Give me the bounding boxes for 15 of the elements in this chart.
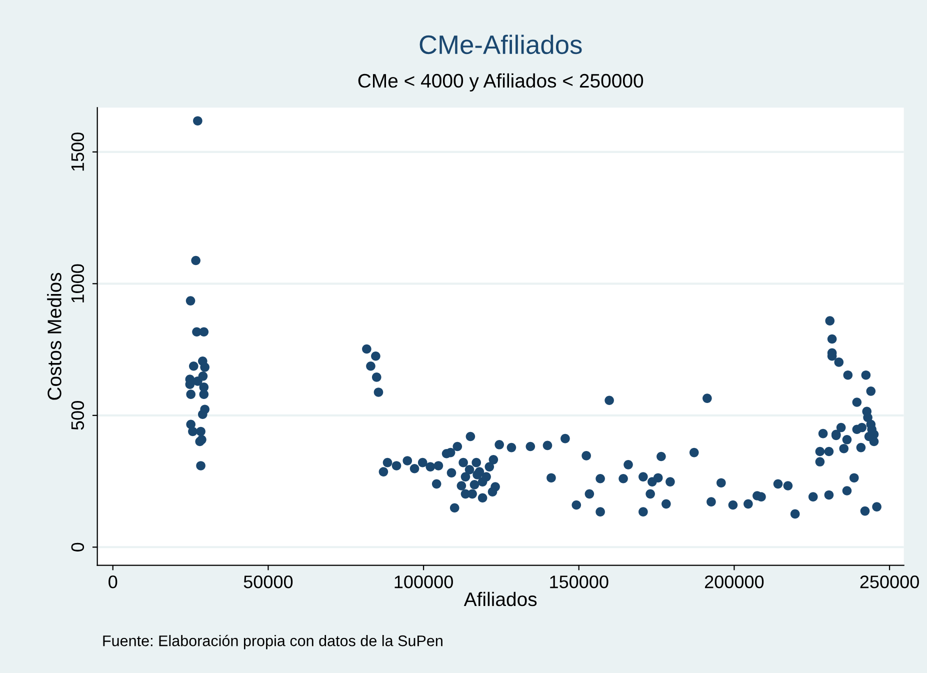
- source-note: Fuente: Elaboración propia con datos de la SuPen: [103, 634, 442, 650]
- x-tick-label: 100000: [394, 576, 453, 588]
- y-tick-label: 1000: [71, 264, 84, 302]
- y-axis-title: Costos Medios: [47, 272, 62, 400]
- x-tick-label: 50000: [244, 576, 293, 588]
- x-tick-label: 200000: [704, 576, 764, 588]
- x-tick-label: 150000: [550, 576, 608, 588]
- x-tick-label: 0: [108, 576, 118, 588]
- chart-title: CMe-Afiliados: [420, 34, 582, 54]
- chart-subtitle: CMe < 4000 y Afiliados < 250000: [358, 73, 644, 92]
- x-axis-title: Afiliados: [464, 592, 537, 606]
- y-tick-label: 500: [71, 401, 84, 430]
- y-tick-label: 1500: [71, 132, 84, 171]
- x-tick-label: 250000: [860, 576, 919, 588]
- y-tick-label: 0: [71, 542, 84, 552]
